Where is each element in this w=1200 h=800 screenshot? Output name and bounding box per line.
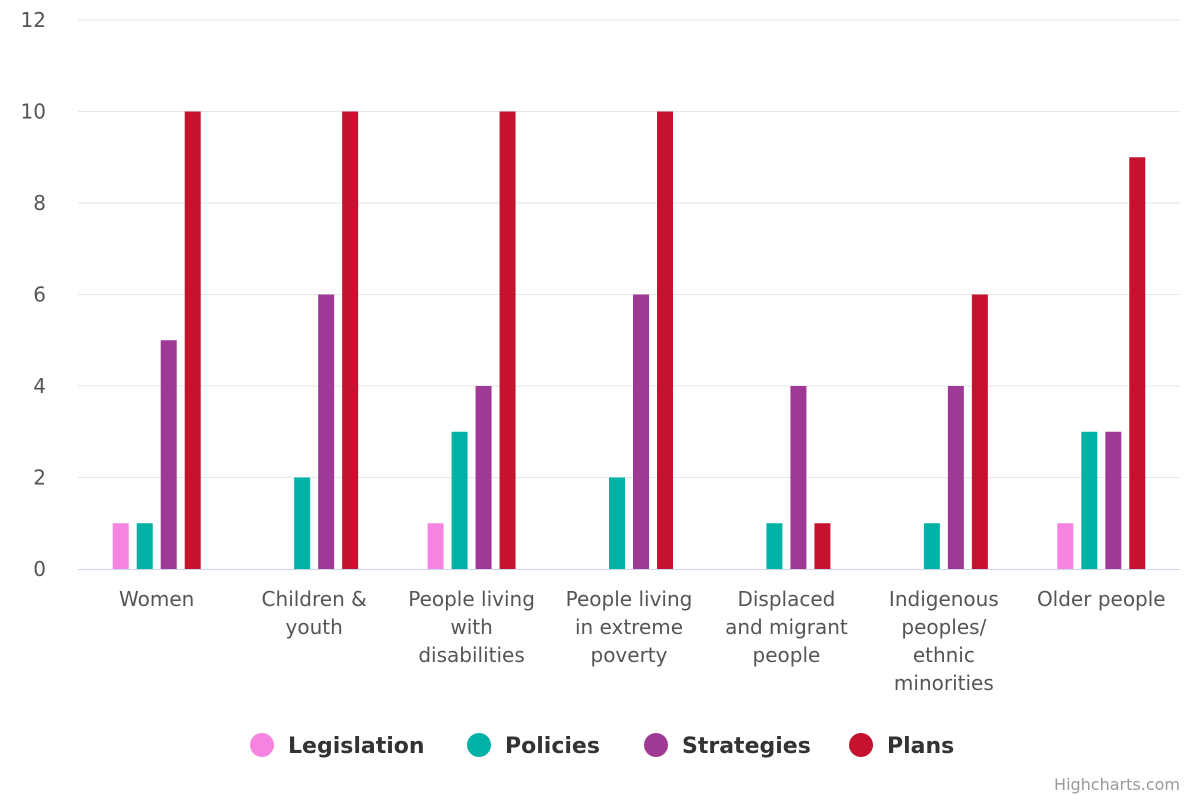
bar-plans-5[interactable] (814, 523, 831, 569)
bar-plans-2[interactable] (342, 111, 359, 570)
bar-plans-4[interactable] (657, 111, 673, 570)
bar-strategies-7[interactable] (1105, 431, 1122, 569)
bar-plans-3[interactable] (499, 111, 516, 570)
bars (112, 111, 1146, 570)
y-tick-label: 10 (21, 100, 46, 124)
legend-item-plans[interactable]: Plans (849, 733, 954, 759)
x-tick-label: People living in extreme poverty (566, 587, 693, 667)
x-axis-tick-labels: Women Children & youth People living with dis… (119, 587, 1166, 695)
legend-symbol (250, 733, 274, 757)
bar-legislation-7[interactable] (1057, 523, 1074, 569)
bar-legislation-3[interactable] (427, 523, 444, 569)
legend-item-legislation[interactable]: Legislation (250, 733, 425, 759)
x-tick-label: People living with disabilities (408, 587, 535, 667)
y-tick-label: 0 (33, 557, 46, 581)
y-tick-label: 2 (33, 466, 46, 490)
legend-item-strategies[interactable]: Strategies (644, 733, 811, 759)
highcharts-credit[interactable]: Highcharts.com (1054, 775, 1180, 794)
bar-plans-7[interactable] (1129, 157, 1146, 569)
bar-strategies-6[interactable] (947, 386, 964, 569)
legend-symbol (644, 733, 668, 757)
bar-policies-4[interactable] (609, 477, 625, 570)
y-axis-tick-labels: 0 2 4 6 8 10 12 (21, 8, 46, 581)
x-tick-label: Displaced and migrant people (725, 587, 848, 667)
bar-strategies-5[interactable] (790, 386, 807, 569)
bar-strategies-1[interactable] (160, 340, 177, 569)
bar-policies-2[interactable] (294, 477, 311, 570)
legend-label: Plans (887, 734, 954, 759)
y-tick-label: 4 (33, 374, 46, 398)
grid-lines (78, 19, 1180, 478)
legend-symbol (849, 733, 873, 757)
y-tick-label: 8 (33, 191, 46, 215)
x-tick-label: Indigenous peoples/ethnic minorities (889, 587, 999, 695)
bar-policies-3[interactable] (451, 431, 468, 569)
bar-legislation-1[interactable] (112, 523, 129, 569)
x-tick-label: Older people (1037, 587, 1166, 611)
bar-policies-6[interactable] (923, 523, 940, 569)
x-tick-label: Women (119, 587, 194, 611)
bar-plans-6[interactable] (971, 294, 988, 570)
bar-policies-7[interactable] (1081, 431, 1098, 569)
bar-policies-5[interactable] (766, 523, 783, 569)
legend-item-policies[interactable]: Policies (467, 733, 600, 759)
legend-label: Policies (505, 734, 600, 759)
bar-strategies-3[interactable] (475, 386, 492, 569)
legend-label: Strategies (682, 734, 811, 759)
bar-strategies-4[interactable] (633, 294, 649, 570)
x-tick-label: Children & youth (262, 587, 367, 639)
legend-label: Legislation (288, 734, 425, 759)
y-tick-label: 12 (21, 8, 46, 32)
legend-symbol (467, 733, 491, 757)
bar-policies-1[interactable] (136, 523, 153, 569)
bar-plans-1[interactable] (184, 111, 201, 570)
y-tick-label: 6 (33, 283, 46, 307)
bar-strategies-2[interactable] (318, 294, 335, 570)
legend: Legislation Policies Strategies Plans (250, 733, 954, 759)
